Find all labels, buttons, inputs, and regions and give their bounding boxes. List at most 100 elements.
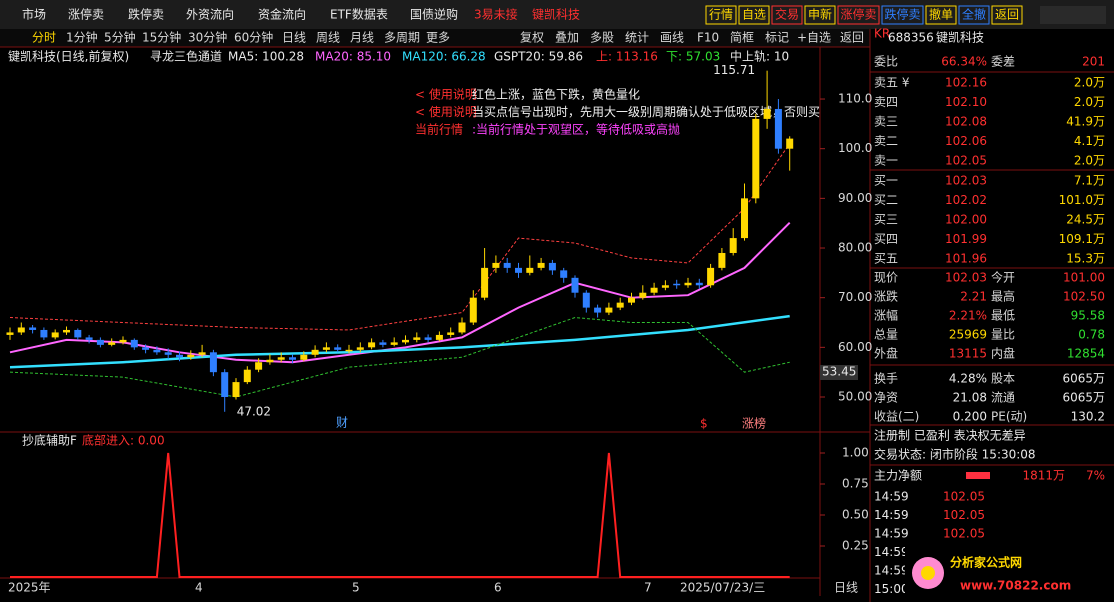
toolbar-button[interactable]: 返回	[840, 31, 864, 45]
cursor-label: 53.45	[822, 365, 856, 379]
candle-body	[119, 339, 127, 343]
period-tab[interactable]: 月线	[350, 31, 374, 45]
period-tab[interactable]: 分时	[32, 31, 56, 45]
logo-icon	[921, 566, 935, 580]
candle-body	[707, 267, 715, 286]
button-frame[interactable]	[705, 5, 737, 25]
period-tab[interactable]: 日线	[282, 31, 306, 45]
toolbar-button[interactable]: 统计	[625, 31, 649, 45]
button-frame[interactable]	[991, 5, 1023, 25]
toolbar-button[interactable]: 标记	[765, 31, 789, 45]
button-frame[interactable]	[771, 5, 803, 25]
menu-button[interactable]: 撤单	[929, 7, 953, 22]
button-frame[interactable]	[925, 5, 957, 25]
order-price: 102.10	[945, 95, 987, 109]
flow-value: 1811万	[1022, 469, 1065, 483]
stat-label: 外盘	[874, 346, 898, 361]
menu-button[interactable]: 跌停卖	[884, 7, 920, 22]
period-tab[interactable]: 30分钟	[188, 30, 227, 45]
toolbar-button[interactable]: 简框	[730, 31, 754, 45]
button-frame[interactable]	[738, 5, 770, 25]
toolbar-button[interactable]: 多股	[590, 31, 614, 45]
order-label: 买五	[874, 252, 898, 266]
trade-time: 15:00	[874, 582, 909, 596]
candle-body	[176, 354, 183, 358]
x-tick-label: 5	[352, 581, 360, 595]
note-text: :当前行情处于观望区，等待低吸或高抛	[472, 122, 680, 137]
toolbar-button[interactable]: F10	[697, 31, 719, 45]
period-tab[interactable]: 1分钟	[66, 30, 98, 45]
menu-button[interactable]: 交易	[775, 7, 799, 22]
menu-button[interactable]: 行情	[709, 8, 733, 22]
chart-header: MA5: 100.28	[228, 50, 304, 64]
candle-body	[526, 267, 534, 273]
order-label: 卖三	[874, 115, 898, 129]
order-price: 101.96	[945, 252, 987, 266]
candle-body	[379, 342, 387, 345]
toolbar-button[interactable]: +自选	[797, 31, 831, 45]
stat-label: 收益(二)	[874, 410, 919, 424]
menu-item[interactable]: 跌停卖	[128, 7, 164, 22]
period-tab[interactable]: 多周期	[384, 31, 420, 45]
toolbar-button[interactable]: 复权	[520, 31, 544, 45]
indicator-line	[10, 452, 790, 578]
toolbar-button[interactable]: 画线	[660, 31, 684, 45]
candle-body	[40, 329, 48, 338]
period-tab[interactable]: 周线	[316, 31, 340, 45]
candle-body	[435, 334, 443, 340]
menu-item[interactable]: ETF数据表	[330, 7, 388, 22]
menu-alert[interactable]: 键凯科技	[532, 8, 580, 22]
candle-body	[187, 354, 195, 358]
note-text: 当买点信号出现时，先用大一级别周期确认处于低吸区域，否则买	[472, 105, 820, 119]
toolbar-button[interactable]: 叠加	[555, 31, 579, 45]
menu-item[interactable]: 市场	[22, 7, 46, 22]
menu-alert[interactable]: 3易未接	[474, 7, 518, 22]
cursor-box	[820, 365, 858, 380]
period-tab[interactable]: 更多	[426, 31, 450, 45]
order-volume: 41.9万	[1066, 115, 1105, 129]
menu-item[interactable]: 涨停卖	[68, 7, 104, 22]
period-tab[interactable]: 60分钟	[234, 30, 273, 45]
menu-button[interactable]: 涨停卖	[840, 7, 876, 22]
button-frame[interactable]	[881, 5, 924, 25]
menu-button[interactable]: 申新	[808, 7, 832, 22]
chart-header: 键凯科技(日线,前复权)	[8, 49, 129, 64]
trade-time: 14:59	[874, 490, 909, 504]
trade-status: 交易状态: 闭市阶段 15:30:08	[874, 447, 1036, 462]
candle-body	[729, 238, 737, 253]
x-tick-label: 7	[644, 581, 652, 595]
order-price: 102.08	[945, 115, 987, 129]
chart-header: GSPT20: 59.86	[494, 50, 583, 64]
menu-item[interactable]: 国债逆购	[410, 7, 458, 22]
chart-header: 下: 57.03	[666, 50, 720, 64]
trade-price: 102.05	[943, 527, 985, 541]
x-tick-label: 2025/07/23/三	[680, 581, 765, 595]
y-tick-label: 1.00	[842, 446, 869, 460]
menu-button[interactable]: 返回	[995, 8, 1019, 22]
y-tick-label: 110.0	[838, 92, 872, 106]
button-frame[interactable]	[804, 5, 836, 25]
period-tab[interactable]: 15分钟	[142, 30, 181, 45]
button-frame[interactable]	[958, 5, 990, 25]
candle-body	[718, 252, 726, 268]
toolbar	[0, 29, 870, 47]
value: 66.34%	[941, 55, 987, 69]
order-volume: 4.1万	[1074, 134, 1105, 148]
candle-body	[582, 292, 590, 308]
stat-value: 0.200	[953, 410, 987, 424]
candle-body	[63, 329, 70, 333]
menu-item[interactable]: 资金流向	[258, 7, 306, 22]
stat-label: 流通	[991, 391, 1015, 405]
stat-value: 6065万	[1062, 391, 1105, 405]
period-tab[interactable]: 5分钟	[104, 30, 136, 45]
candle-body	[266, 359, 274, 363]
menu-button[interactable]: 自选	[742, 8, 766, 22]
menu-item[interactable]: 外资流向	[186, 7, 234, 22]
stat-value: 12854	[1067, 347, 1105, 361]
button-frame[interactable]	[837, 5, 880, 25]
candle-body	[492, 262, 500, 268]
window-controls[interactable]	[1040, 6, 1106, 24]
candle-body	[356, 347, 364, 350]
candle-body	[661, 285, 669, 288]
menu-button[interactable]: 全撤	[962, 7, 986, 22]
